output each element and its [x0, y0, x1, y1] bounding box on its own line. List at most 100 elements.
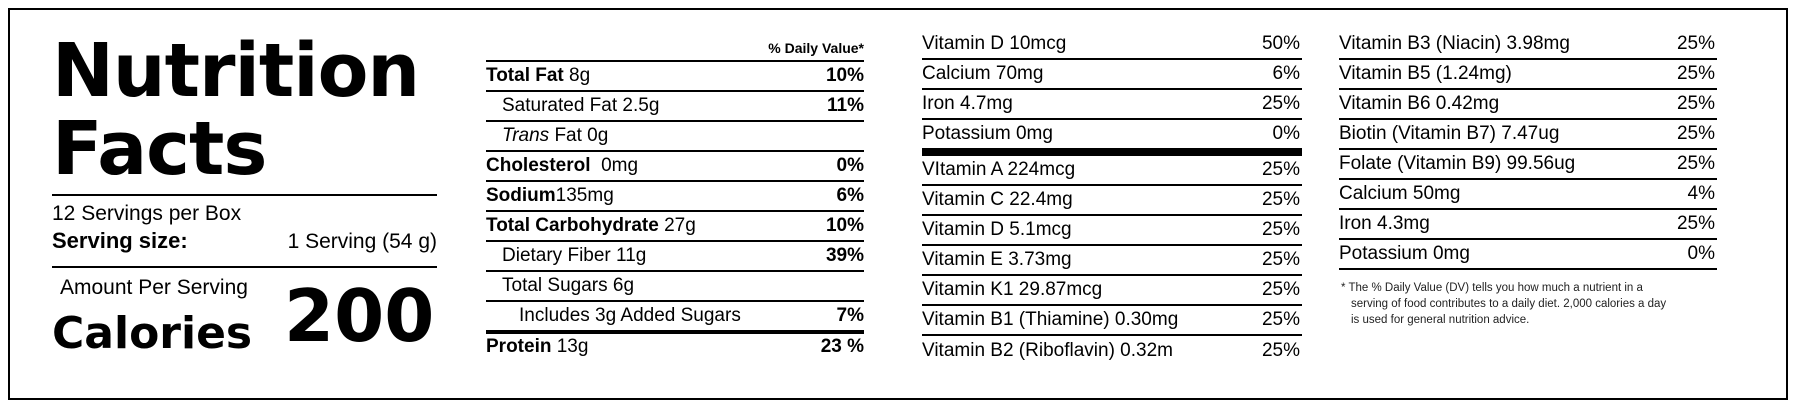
vitamin-dv: 25% [1261, 309, 1300, 330]
vitamin-label: Vitamin B6 0.42mg [1339, 93, 1500, 114]
vitamin-label: Vitamin C 22.4mg [922, 189, 1073, 210]
nutrient-dv: 0% [836, 155, 864, 176]
vitamin-dv: 25% [1261, 189, 1300, 210]
nutrition-header: Nutrition Facts 12 Servings per Box Serv… [52, 26, 437, 359]
amount-per-serving: Amount Per Serving [60, 276, 248, 299]
calories-label: Calories [52, 308, 253, 359]
servings-per-container: 12 Servings per Box [52, 202, 242, 225]
vitamin-row: Vitamin B1 (Thiamine) 0.30mg 25% [922, 306, 1302, 336]
vitamin-row: Calcium 50mg 4% [1339, 180, 1717, 210]
vitamin-label: Vitamin B2 (Riboflavin) 0.32m [922, 340, 1173, 361]
vitamin-dv: 25% [1261, 340, 1300, 361]
nutrient-dv: 10% [825, 215, 864, 236]
vitamin-row: Iron 4.3mg 25% [1339, 210, 1717, 240]
vitamin-dv: 25% [1676, 153, 1715, 174]
vitamin-label: Potassium 0mg [922, 123, 1053, 144]
vitamin-dv: 25% [1676, 213, 1715, 234]
nutrient-amount: 13g [556, 336, 589, 357]
footnote-line-2: serving of food contributes to a daily d… [1351, 298, 1667, 310]
vitamin-row: Iron 4.7mg 25% [922, 90, 1302, 120]
vitamin-row: Vitamin K1 29.87mcg 25% [922, 276, 1302, 306]
vitamin-dv: 0% [1687, 243, 1715, 264]
vitamin-row: VItamin A 224mcg 25% [922, 156, 1302, 186]
vitamin-dv: 25% [1676, 123, 1715, 144]
nutrient-amount: 27g [664, 215, 696, 236]
nutrient-name: Cholesterol [486, 155, 591, 176]
serving-size-label: Serving size: [52, 228, 188, 253]
vitamin-label: Vitamin B5 (1.24mg) [1339, 63, 1512, 84]
nutrient-table: % Daily Value* Total Fat 8g 10% Saturate… [486, 30, 864, 360]
vitamin-dv: 6% [1272, 63, 1300, 84]
title-facts: Facts [52, 106, 267, 192]
vitamin-label: Calcium 50mg [1339, 183, 1461, 204]
vitamin-table-1: Vitamin D 10mcg 50% Calcium 70mg 6% Iron 4… [922, 30, 1302, 366]
vitamin-dv: 25% [1676, 93, 1715, 114]
nutrient-name: Total Fat [486, 65, 564, 86]
vitamin-dv: 25% [1261, 249, 1300, 270]
vitamin-label: Biotin (Vitamin B7) 7.47ug [1339, 123, 1560, 144]
footnote-line-1: * The % Daily Value (DV) tells you how m… [1341, 282, 1643, 294]
nutrient-amount: 11g [616, 245, 647, 266]
vitamin-label: Folate (Vitamin B9) 99.56ug [1339, 153, 1576, 174]
vitamin-label: Iron 4.3mg [1339, 213, 1430, 234]
vitamin-dv: 25% [1261, 279, 1300, 300]
vitamin-label: Vitamin E 3.73mg [922, 249, 1072, 270]
nutrient-dv: 39% [825, 245, 864, 266]
vitamin-dv: 0% [1272, 123, 1300, 144]
nutrient-row-dietary-fiber: Dietary Fiber 11g 39% [486, 240, 864, 270]
serving-size-row: Serving size: 1 Serving (54 g) [52, 228, 437, 266]
daily-value-header: % Daily Value* [768, 40, 864, 56]
vitamin-row: Biotin (Vitamin B7) 7.47ug 25% [1339, 120, 1717, 150]
nutrient-row-saturated-fat: Saturated Fat 2.5g 11% [486, 90, 864, 120]
vitamin-label: Vitamin B1 (Thiamine) 0.30mg [922, 309, 1179, 330]
vitamin-row: Vitamin E 3.73mg 25% [922, 246, 1302, 276]
calories-section: Amount Per Serving Calories 200 [52, 268, 437, 359]
calories-value: 200 [284, 274, 435, 358]
vitamin-label: Calcium 70mg [922, 63, 1044, 84]
vitamin-row: Potassium 0mg 0% [922, 120, 1302, 156]
nutrient-dv: 6% [836, 185, 864, 206]
vitamin-row: Potassium 0mg 0% [1339, 240, 1717, 270]
vitamin-row: Vitamin B6 0.42mg 25% [1339, 90, 1717, 120]
vitamin-label: Vitamin B3 (Niacin) 3.98mg [1339, 33, 1570, 54]
vitamin-row: Vitamin D 10mcg 50% [922, 30, 1302, 60]
vitamin-dv: 25% [1261, 159, 1300, 180]
title-nutrition: Nutrition [52, 28, 420, 114]
vitamin-dv: 50% [1261, 33, 1300, 54]
vitamin-row: Vitamin C 22.4mg 25% [922, 186, 1302, 216]
nutrient-row-total-sugars: Total Sugars 6g [486, 270, 864, 300]
nutrient-name: Includes 3g Added Sugars [519, 305, 741, 326]
nutrient-name: Dietary Fiber [502, 245, 611, 266]
nutrient-row-trans-fat: Trans Fat 0g [486, 120, 864, 150]
nutrient-row-cholesterol: Cholesterol 0mg 0% [486, 150, 864, 180]
nutrient-row-protein: Protein 13g 23 % [486, 330, 864, 360]
vitamin-row: Vitamin B5 (1.24mg) 25% [1339, 60, 1717, 90]
nutrient-amount: 6g [612, 275, 635, 296]
vitamin-label: Potassium 0mg [1339, 243, 1470, 264]
serving-size-value: 1 Serving (54 g) [287, 230, 437, 253]
footnote-line-3: is used for general nutrition advice. [1351, 314, 1530, 326]
vitamin-table-2: Vitamin B3 (Niacin) 3.98mg 25% Vitamin B5… [1339, 30, 1717, 328]
vitamin-row: Vitamin B3 (Niacin) 3.98mg 25% [1339, 30, 1717, 60]
nutrient-dv: 10% [825, 65, 864, 86]
vitamin-row: Folate (Vitamin B9) 99.56ug 25% [1339, 150, 1717, 180]
nutrient-amount: 8g [569, 65, 591, 86]
nutrient-name: Total Carbohydrate [486, 215, 659, 236]
nutrient-amount: 135mg [555, 185, 614, 206]
divider [52, 266, 437, 268]
vitamin-dv: 25% [1261, 219, 1300, 240]
nutrient-dv: 7% [836, 305, 864, 326]
nutrient-name: Sodium [486, 185, 556, 206]
nutrient-amount: 2.5g [622, 95, 660, 116]
vitamin-row: Vitamin B2 (Riboflavin) 0.32m 25% [922, 336, 1302, 366]
nutrient-amount: Fat 0g [554, 125, 609, 146]
vitamin-dv: 25% [1261, 93, 1300, 114]
nutrient-name: Total Sugars [502, 275, 608, 296]
nutrient-row-total-carbohydrate: Total Carbohydrate 27g 10% [486, 210, 864, 240]
vitamin-row: Calcium 70mg 6% [922, 60, 1302, 90]
vitamin-row: Vitamin D 5.1mcg 25% [922, 216, 1302, 246]
vitamin-dv: 25% [1676, 33, 1715, 54]
vitamin-label: VItamin A 224mcg [922, 159, 1076, 180]
nutrient-amount: 0mg [601, 155, 639, 176]
vitamin-label: Vitamin D 5.1mcg [922, 219, 1072, 240]
